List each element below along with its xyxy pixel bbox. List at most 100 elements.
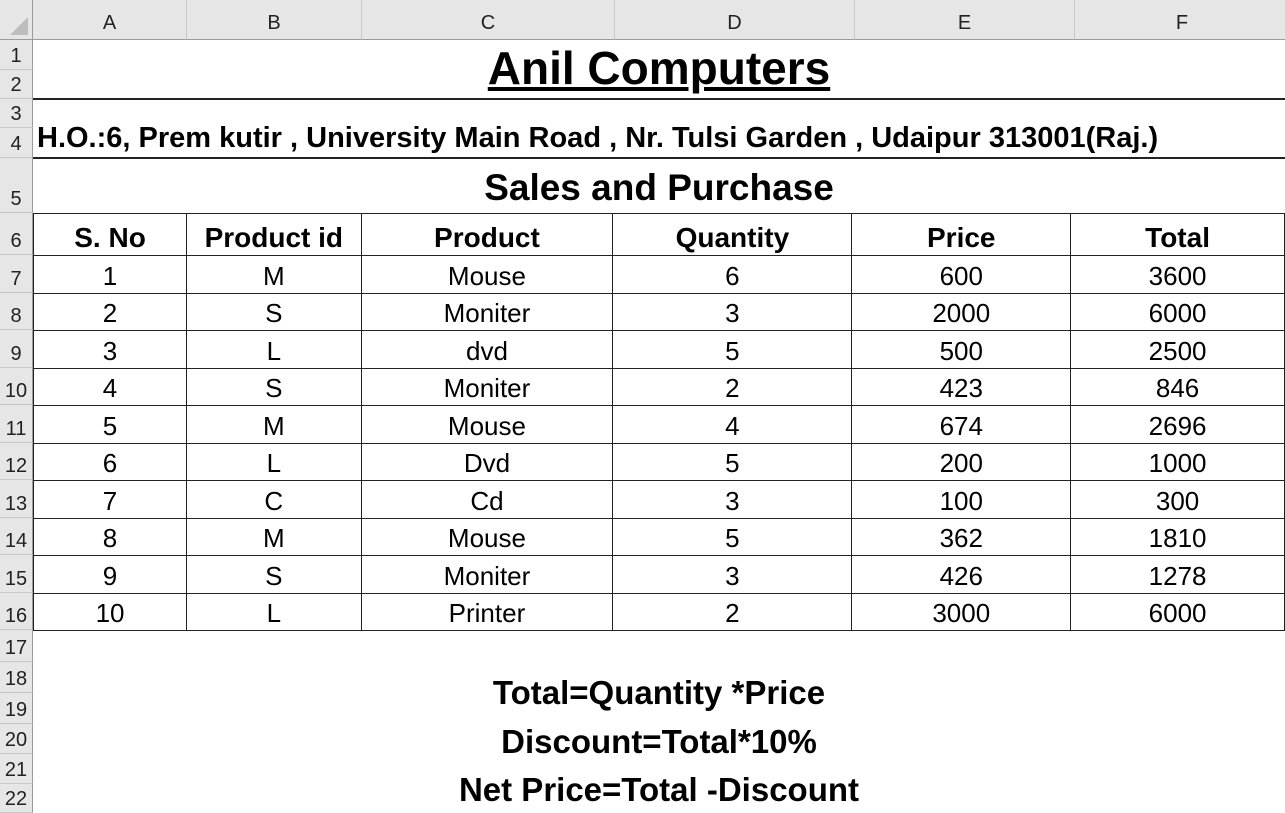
column-header-D[interactable]: D <box>615 0 855 40</box>
cell[interactable]: 600 <box>851 255 1072 294</box>
cell[interactable]: 5 <box>612 517 853 556</box>
cell[interactable]: 1000 <box>1070 442 1285 481</box>
formula-total[interactable]: Total=Quantity *Price <box>492 674 826 711</box>
header-cell[interactable]: Product <box>360 213 614 256</box>
row-header-2[interactable]: 2 <box>0 70 33 99</box>
cell[interactable]: 4 <box>32 367 188 406</box>
cell[interactable]: Mouse <box>360 405 614 444</box>
select-all-button[interactable] <box>0 0 33 40</box>
cell[interactable]: 1810 <box>1070 517 1285 556</box>
row-header-18[interactable]: 18 <box>0 662 33 693</box>
cell[interactable]: 5 <box>612 330 853 369</box>
cell[interactable]: 200 <box>851 442 1072 481</box>
cell[interactable]: 426 <box>851 555 1072 594</box>
cell[interactable]: 500 <box>851 330 1072 369</box>
cell[interactable]: 6 <box>612 255 853 294</box>
cell[interactable]: 2500 <box>1070 330 1285 369</box>
address-cell[interactable]: H.O.:6, Prem kutir , University Main Roa… <box>37 122 1159 154</box>
column-header-A[interactable]: A <box>33 0 187 40</box>
cell[interactable]: 846 <box>1070 367 1285 406</box>
cell[interactable]: 3 <box>612 555 853 594</box>
column-header-B[interactable]: B <box>187 0 362 40</box>
cell[interactable]: 100 <box>851 480 1072 519</box>
cell[interactable]: 3 <box>612 480 853 519</box>
row-header-11[interactable]: 11 <box>0 405 33 443</box>
cell[interactable]: 5 <box>32 405 188 444</box>
header-cell[interactable]: Total <box>1070 213 1285 256</box>
row-header-19[interactable]: 19 <box>0 693 33 724</box>
row-header-1[interactable]: 1 <box>0 40 33 70</box>
cell[interactable]: 423 <box>851 367 1072 406</box>
cell[interactable]: Mouse <box>360 255 614 294</box>
title-cell[interactable]: Anil Computers <box>487 42 831 94</box>
row-header-5[interactable]: 5 <box>0 158 33 213</box>
row-header-17[interactable]: 17 <box>0 630 33 662</box>
cell[interactable]: 1278 <box>1070 555 1285 594</box>
cell[interactable]: 2 <box>32 292 188 331</box>
cell[interactable]: L <box>186 592 362 631</box>
cell[interactable]: Moniter <box>360 292 614 331</box>
row-header-15[interactable]: 15 <box>0 555 33 593</box>
cell[interactable]: Cd <box>360 480 614 519</box>
cell[interactable]: L <box>186 442 362 481</box>
cell[interactable]: 9 <box>32 555 188 594</box>
column-header-F[interactable]: F <box>1075 0 1285 40</box>
cell[interactable]: 8 <box>32 517 188 556</box>
header-cell[interactable]: Price <box>851 213 1072 256</box>
cell[interactable]: 6 <box>32 442 188 481</box>
cell[interactable]: 6000 <box>1070 592 1285 631</box>
subtitle-cell[interactable]: Sales and Purchase <box>484 167 834 208</box>
cell[interactable]: 1 <box>32 255 188 294</box>
row-header-9[interactable]: 9 <box>0 330 33 368</box>
formula-discount[interactable]: Discount=Total*10% <box>501 723 817 760</box>
cell[interactable]: 2696 <box>1070 405 1285 444</box>
row-header-7[interactable]: 7 <box>0 255 33 293</box>
row-header-16[interactable]: 16 <box>0 592 33 630</box>
cell[interactable]: M <box>186 405 362 444</box>
column-header-E[interactable]: E <box>855 0 1075 40</box>
cell[interactable]: 3 <box>612 292 853 331</box>
cell[interactable]: 3 <box>32 330 188 369</box>
cell[interactable]: 300 <box>1070 480 1285 519</box>
header-cell[interactable]: Quantity <box>612 213 853 256</box>
row-header-6[interactable]: 6 <box>0 213 33 255</box>
cell[interactable]: 6000 <box>1070 292 1285 331</box>
header-cell[interactable]: S. No <box>32 213 188 256</box>
cell[interactable]: M <box>186 255 362 294</box>
column-header-C[interactable]: C <box>362 0 615 40</box>
row-header-21[interactable]: 21 <box>0 754 33 784</box>
cell[interactable]: S <box>186 555 362 594</box>
row-header-10[interactable]: 10 <box>0 367 33 405</box>
row-header-4[interactable]: 4 <box>0 128 33 158</box>
cell[interactable]: C <box>186 480 362 519</box>
cell[interactable]: dvd <box>360 330 614 369</box>
formula-net-price[interactable]: Net Price=Total -Discount <box>458 771 860 808</box>
row-header-22[interactable]: 22 <box>0 784 33 813</box>
cell[interactable]: S <box>186 367 362 406</box>
cell[interactable]: 2 <box>612 592 853 631</box>
cell[interactable]: 2000 <box>851 292 1072 331</box>
cell[interactable]: S <box>186 292 362 331</box>
cell[interactable]: 362 <box>851 517 1072 556</box>
cell[interactable]: Moniter <box>360 555 614 594</box>
header-cell[interactable]: Product id <box>186 213 362 256</box>
cell[interactable]: M <box>186 517 362 556</box>
cell[interactable]: 3600 <box>1070 255 1285 294</box>
cell[interactable]: 674 <box>851 405 1072 444</box>
row-header-13[interactable]: 13 <box>0 480 33 518</box>
cell[interactable]: 10 <box>32 592 188 631</box>
cell[interactable]: Moniter <box>360 367 614 406</box>
row-header-14[interactable]: 14 <box>0 517 33 555</box>
cell[interactable]: 2 <box>612 367 853 406</box>
cell[interactable]: Dvd <box>360 442 614 481</box>
row-header-12[interactable]: 12 <box>0 442 33 480</box>
cell[interactable]: 7 <box>32 480 188 519</box>
cell[interactable]: Printer <box>360 592 614 631</box>
cell[interactable]: 4 <box>612 405 853 444</box>
row-header-20[interactable]: 20 <box>0 724 33 754</box>
cell[interactable]: Mouse <box>360 517 614 556</box>
cell[interactable]: 3000 <box>851 592 1072 631</box>
cell[interactable]: 5 <box>612 442 853 481</box>
row-header-8[interactable]: 8 <box>0 292 33 330</box>
cell[interactable]: L <box>186 330 362 369</box>
